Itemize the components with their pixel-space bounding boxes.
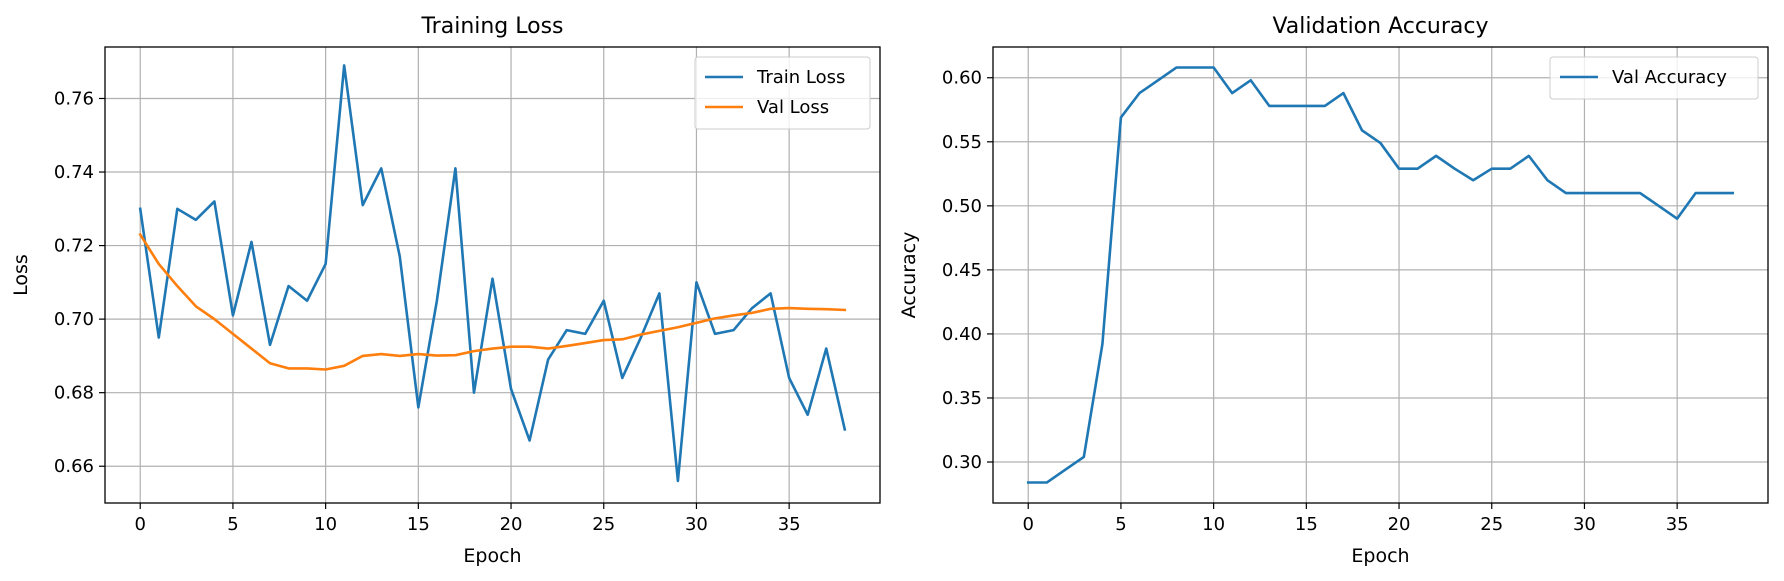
y-tick-label: 0.35 [942, 388, 982, 409]
training-loss-x-ticks: 0 5 10 15 20 25 30 35 [135, 503, 801, 535]
x-tick-label: 20 [500, 514, 523, 535]
training-loss-legend: Train Loss Val Loss [694, 56, 871, 130]
legend-box [1549, 56, 1759, 100]
x-tick-label: 35 [1666, 514, 1689, 535]
x-tick-label: 10 [314, 514, 337, 535]
x-tick-label: 10 [1202, 514, 1225, 535]
x-tick-label: 15 [407, 514, 430, 535]
series-line-val-loss [138, 232, 847, 371]
training-loss-title: Training Loss [420, 14, 563, 39]
y-tick-label: 0.76 [54, 88, 94, 109]
x-tick-label: 0 [135, 514, 146, 535]
validation-accuracy-series [1026, 66, 1735, 484]
y-tick-label: 0.45 [942, 260, 982, 281]
validation-accuracy-legend: Val Accuracy [1549, 56, 1759, 100]
training-loss-frame [104, 46, 881, 504]
validation-accuracy-x-label: Epoch [1351, 545, 1409, 567]
x-tick-label: 20 [1388, 514, 1411, 535]
training-loss-series [138, 64, 847, 483]
legend-label-val-loss: Val Loss [757, 97, 829, 118]
x-tick-label: 30 [1573, 514, 1596, 535]
y-tick-label: 0.74 [54, 162, 94, 183]
x-tick-label: 15 [1295, 514, 1318, 535]
y-tick-label: 0.50 [942, 196, 982, 217]
y-tick-label: 0.70 [54, 309, 94, 330]
validation-accuracy-y-ticks: 0.30 0.35 0.40 0.45 0.50 0.55 0.60 [942, 68, 993, 473]
x-tick-label: 25 [1480, 514, 1503, 535]
training-loss-x-label: Epoch [463, 545, 521, 567]
x-tick-label: 5 [227, 514, 238, 535]
x-tick-label: 25 [592, 514, 615, 535]
x-tick-label: 35 [778, 514, 801, 535]
y-tick-label: 0.40 [942, 324, 982, 345]
series-line-val-accuracy [1026, 66, 1735, 484]
validation-accuracy-chart: 0 5 10 15 20 25 30 35 0.300.350.400.450.500.550… [898, 14, 1769, 567]
x-tick-label: 5 [1115, 514, 1126, 535]
x-tick-label: 0 [1023, 514, 1034, 535]
training-loss-y-ticks: 0.66 0.68 0.70 0.72 0.74 0.76 [54, 88, 105, 477]
y-tick-label: 0.68 [54, 383, 94, 404]
y-tick-label: 0.66 [54, 456, 94, 477]
y-tick-label: 0.72 [54, 236, 94, 257]
validation-accuracy-x-ticks: 0 5 10 15 20 25 30 35 [1023, 503, 1689, 535]
series-line-train-loss [138, 64, 847, 483]
y-tick-label: 0.30 [942, 452, 982, 473]
validation-accuracy-title: Validation Accuracy [1272, 14, 1488, 39]
validation-accuracy-y-label: Accuracy [898, 232, 920, 319]
validation-accuracy-frame [992, 46, 1769, 504]
legend-label-train-loss: Train Loss [756, 67, 845, 88]
x-tick-label: 30 [685, 514, 708, 535]
legend-box [694, 56, 871, 130]
y-tick-label: 0.55 [942, 132, 982, 153]
training-loss-chart: 0 5 10 15 20 25 30 35 0.660.680.700.720.740.76 … [10, 14, 881, 567]
y-tick-label: 0.60 [942, 68, 982, 89]
training-loss-y-label: Loss [10, 254, 32, 296]
legend-label-val-accuracy: Val Accuracy [1612, 67, 1727, 88]
validation-accuracy-grid [993, 47, 1768, 503]
